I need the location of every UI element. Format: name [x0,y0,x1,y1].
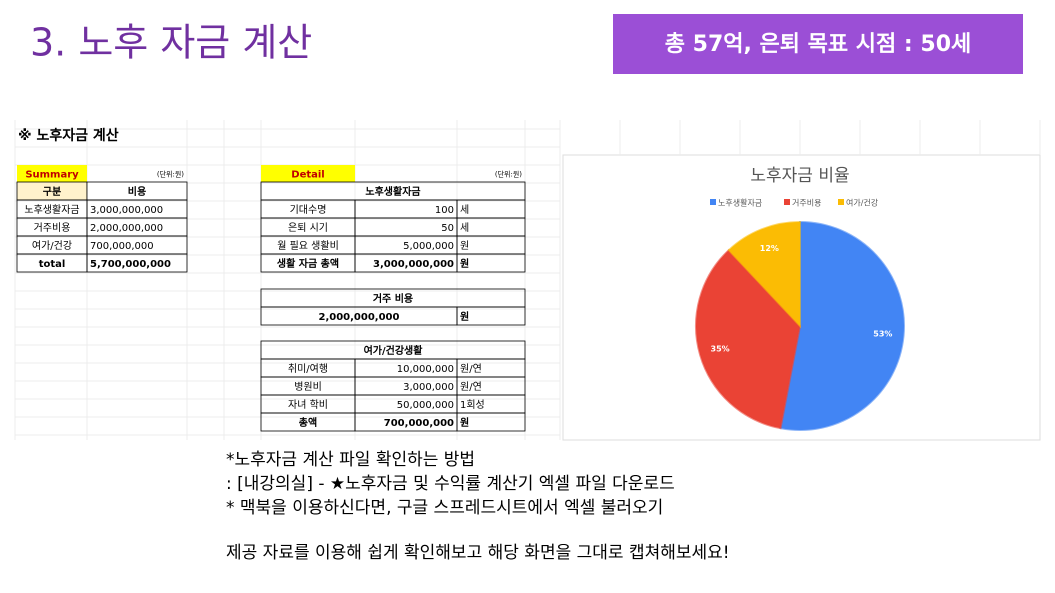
slide-title: 3. 노후 자금 계산 [30,21,312,65]
cell-text: 원/연 [460,363,482,375]
pie-slice [695,248,802,430]
cell-text: 2,000,000,000 [319,312,400,323]
cell-text: 거주 비용 [373,292,413,305]
badge-text: 총 57억, 은퇴 목표 시점 : 50세 [665,32,972,57]
cell-text: 월 필요 생활비 [277,239,339,252]
note-line: * 맥북을 이용하신다면, 구글 스프레드시트에서 엑셀 불러오기 [226,498,663,518]
cell-text: 원/연 [460,381,482,393]
cell-text: 원 [460,240,469,252]
cell-text: 3,000,000 [403,382,454,393]
legend-label: 노후생활자금 [718,198,762,208]
cell-text: (단위:원) [495,170,522,179]
cell-text: 총액 [299,416,317,429]
cell-text: 여가/건강생활 [364,344,424,357]
cell-text: 3,000,000,000 [373,259,454,270]
cell-text: 구분 [43,186,61,198]
cell [456,412,526,432]
cell-text: 2,000,000,000 [90,223,163,234]
cell-text: 세 [460,222,469,234]
pie-slice [727,220,801,329]
cell-text: 1회성 [460,399,485,411]
cell-text: 자녀 학비 [288,399,328,411]
cell-text: 원 [460,416,469,429]
legend-label: 거주비용 [792,199,821,208]
cell-text: 원 [460,257,469,270]
badge [613,14,1023,74]
cell-text: 노후생활자금 [24,203,79,216]
cell-text: 50 [441,223,454,234]
cell-text: Summary [25,170,79,181]
pie-label: 12% [760,244,779,253]
note-line: : [내강의실] - ★노후자금 및 수익률 계산기 엑셀 파일 다운로드 [226,474,675,494]
cell-text: 노후생활자금 [365,185,420,198]
cell [456,306,526,326]
cell-text: 생활 자금 총액 [277,257,339,270]
cell-text: 은퇴 시기 [288,222,328,234]
cell-text: 원 [460,310,469,323]
legend-label: 여가/건강 [846,198,879,208]
cell-text: 병원비 [294,381,322,393]
cell [456,253,526,273]
cell-text: total [39,259,66,270]
cell-text: (단위:원) [157,170,184,179]
note-line: *노후자금 계산 파일 확인하는 방법 [226,450,475,470]
cell [261,165,355,182]
pie-label: 35% [711,345,730,354]
cell-text: Detail [291,170,324,181]
cell-text: 기대수명 [290,204,327,216]
note-line: 제공 자료를 이용해 쉽게 확인해보고 해당 화면을 그대로 캡쳐해보세요! [226,543,730,563]
cell-text: 거주비용 [34,222,71,234]
legend-swatch [784,199,790,205]
cell-text: 50,000,000 [397,400,454,411]
cell-text: 700,000,000 [384,418,454,429]
cell-text: 5,000,000 [403,241,454,252]
cell-text: 5,700,000,000 [90,259,171,270]
legend-swatch [710,199,716,205]
cell [17,165,87,182]
chart-title: 노후자금 비율 [750,166,849,186]
cell-text: 700,000,000 [90,241,154,252]
cell-text: 10,000,000 [397,364,454,375]
cell-text: 비용 [128,185,146,198]
cell [86,253,188,273]
pie-label: 53% [873,329,892,338]
sheet-title: ※ 노후자금 계산 [18,127,119,144]
legend-swatch [838,199,844,205]
cell-text: 세 [460,204,469,216]
cell-text: 여가/건강 [32,240,72,252]
cell-text: 100 [435,205,454,216]
pie-slice [779,220,905,431]
cell-text: 3,000,000,000 [90,205,163,216]
cell-text: 취미/여행 [288,363,328,375]
